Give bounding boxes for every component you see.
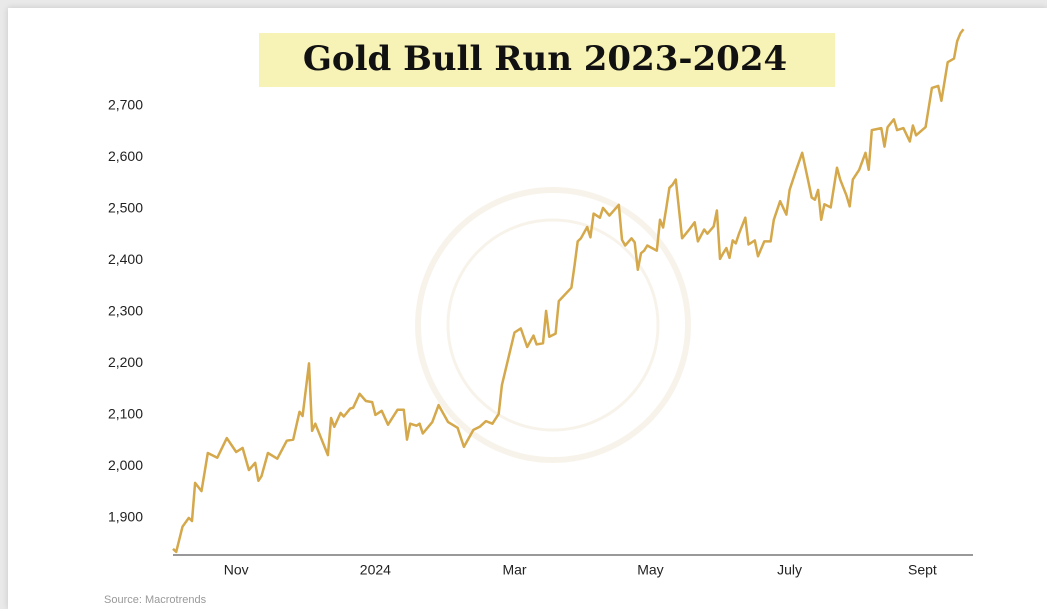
x-tick-label: Mar — [502, 562, 526, 578]
source: Source: Macrotrends — [104, 594, 207, 606]
title-background — [259, 33, 835, 87]
x-tick-label: Sept — [908, 562, 937, 578]
y-tick-label: 2,600 — [108, 148, 143, 164]
x-tick-label: 2024 — [360, 562, 391, 578]
x-tick-label: July — [777, 562, 802, 578]
x-tick-label: May — [637, 562, 663, 578]
y-tick-label: 2,100 — [108, 406, 143, 422]
chart-title: Gold Bull Run 2023-2024 — [303, 39, 787, 79]
y-tick-label: 2,000 — [108, 457, 143, 473]
x-tick-label: Nov — [224, 562, 249, 578]
price-line — [172, 28, 965, 554]
y-tick-label: 2,500 — [108, 200, 143, 216]
y-tick-label: 2,300 — [108, 303, 143, 319]
card — [8, 8, 1047, 609]
watermark — [415, 187, 691, 463]
y-tick-label: 1,900 — [108, 509, 143, 525]
y-tick-label: 2,200 — [108, 354, 143, 370]
y-tick-label: 2,700 — [108, 97, 143, 113]
y-tick-label: 2,400 — [108, 251, 143, 267]
